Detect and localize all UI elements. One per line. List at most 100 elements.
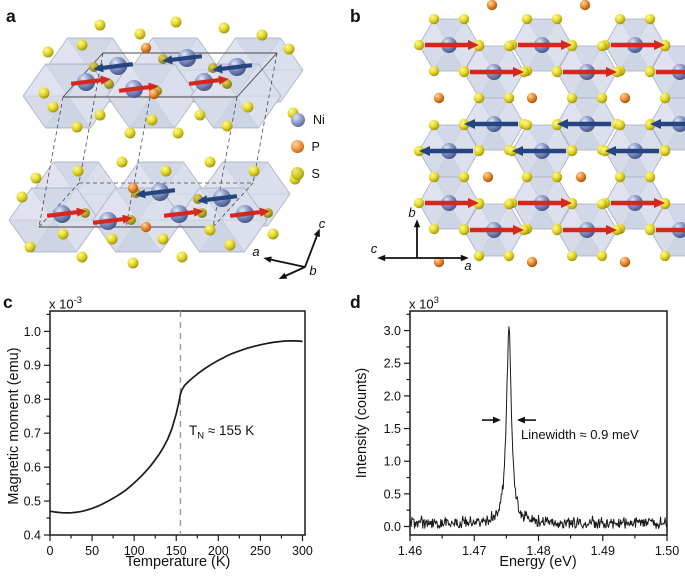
s-sphere	[24, 241, 36, 253]
y-tick-label: 0.9	[24, 359, 41, 373]
s-sphere	[458, 224, 470, 236]
s-sphere	[127, 257, 139, 269]
panel-c-x-axis-title: Temperature (K)	[125, 554, 231, 570]
s-sphere	[644, 224, 656, 236]
s-sphere	[47, 101, 59, 113]
s-sphere	[644, 66, 656, 78]
x-tick-label: 100	[124, 544, 145, 558]
s-sphere	[473, 145, 485, 157]
linewidth-arrowhead	[516, 416, 525, 424]
linewidth-arrowhead	[492, 416, 501, 424]
spin-arrow-blue	[162, 54, 203, 65]
panel-b-crystal-structure-top-view: b c a	[371, 0, 685, 273]
x-tick-label: 50	[85, 544, 99, 558]
s-sphere	[599, 145, 611, 157]
spin-arrow-red	[563, 67, 617, 77]
spin-arrow-red	[425, 198, 479, 208]
s-sphere	[659, 145, 671, 157]
unit-cell-hidden-edge	[212, 182, 254, 228]
s-sphere	[204, 224, 216, 236]
y-tick-label: 3.0	[384, 324, 401, 338]
octahedron	[556, 97, 618, 151]
s-sphere	[458, 66, 470, 78]
s-sphere	[42, 46, 54, 58]
spin-arrow-blue	[557, 119, 611, 129]
y-tick-label: 0.5	[24, 494, 41, 508]
x-tick-label: 300	[292, 544, 313, 558]
s-sphere	[106, 233, 118, 245]
s-sphere	[644, 119, 656, 131]
unit-cell-hidden-edge	[38, 96, 64, 228]
spin-arrow-red	[92, 214, 133, 225]
s-sphere	[413, 39, 425, 51]
tn-sub: N	[197, 430, 205, 442]
legend-item-s: S	[291, 160, 325, 187]
s-sphere	[551, 171, 563, 183]
octahedron	[556, 45, 618, 99]
x-tick-label: 1.48	[526, 544, 550, 558]
s-sphere	[614, 171, 626, 183]
axis-letter-b: b	[309, 263, 316, 278]
axis-arrowhead	[413, 219, 421, 228]
x-tick-label: 1.50	[655, 544, 679, 558]
panel-c-y-multiplier: x 10-3	[49, 295, 82, 311]
octahedron	[463, 45, 525, 99]
linewidth-annotation: Linewidth ≈ 0.9 meV	[521, 427, 639, 442]
s-sphere	[659, 40, 671, 52]
octahedron	[649, 203, 685, 257]
y-tick-label: 1.0	[24, 325, 41, 339]
spin-arrow-red	[118, 82, 159, 93]
axis-arrowhead	[460, 254, 469, 262]
octahedron	[463, 203, 525, 257]
s-sphere	[428, 13, 440, 25]
s-sphere	[30, 172, 42, 184]
s-sphere	[172, 127, 184, 139]
s-sphere	[242, 101, 254, 113]
octahedron-outline	[8, 187, 100, 253]
y-tick-label: 0.8	[24, 393, 41, 407]
s-sphere	[521, 13, 533, 25]
x-tick-label: 1.49	[591, 544, 615, 558]
spin-arrow-blue	[135, 188, 176, 199]
s-sphere	[551, 13, 563, 25]
s-sphere	[503, 250, 515, 262]
unit-cell-hidden-edge	[252, 52, 278, 184]
pl-spectrum-curve	[409, 326, 668, 529]
s-sphere	[283, 43, 295, 55]
spin-arrow-red	[518, 40, 572, 50]
panel-c-magnetization-chart: 0 50 100 150 200 250 300 0.4 0.5 0.6 0.7 0.8 0.9 1.0	[24, 310, 313, 558]
p-sphere	[619, 256, 631, 268]
panel-d-y-axis-title: Intensity (counts)	[354, 367, 370, 479]
s-sphere	[473, 92, 485, 104]
s-sphere	[428, 119, 440, 131]
axis-letter-a: a	[464, 258, 471, 273]
legend-item-ni: Ni	[291, 106, 325, 133]
legend-item-p: P	[291, 133, 325, 160]
s-sphere	[596, 92, 608, 104]
y-tick-label: 2.5	[384, 357, 401, 371]
s-sphere	[566, 145, 578, 157]
spin-arrow-red	[229, 207, 270, 218]
plot-frame	[49, 310, 306, 536]
y-tick-label: 0.0	[384, 520, 401, 534]
spin-arrow-red	[563, 225, 617, 235]
octahedron-outline	[190, 63, 282, 129]
s-sphere	[204, 156, 216, 168]
spin-arrow-red	[656, 69, 685, 75]
s-sphere	[428, 223, 440, 235]
p-sphere-icon	[291, 140, 304, 153]
s-sphere	[503, 92, 515, 104]
s-sphere	[221, 120, 233, 132]
s-sphere	[116, 156, 128, 168]
p-sphere	[482, 171, 494, 183]
panel-d-y-multiplier: x 103	[409, 295, 439, 311]
s-sphere	[428, 65, 440, 77]
s-sphere	[566, 250, 578, 262]
s-sphere	[267, 228, 279, 240]
p-sphere	[486, 0, 498, 11]
s-sphere	[644, 13, 656, 25]
p-sphere	[526, 92, 538, 104]
p-sphere	[140, 221, 152, 233]
s-sphere	[16, 191, 28, 203]
s-sphere	[256, 29, 268, 41]
